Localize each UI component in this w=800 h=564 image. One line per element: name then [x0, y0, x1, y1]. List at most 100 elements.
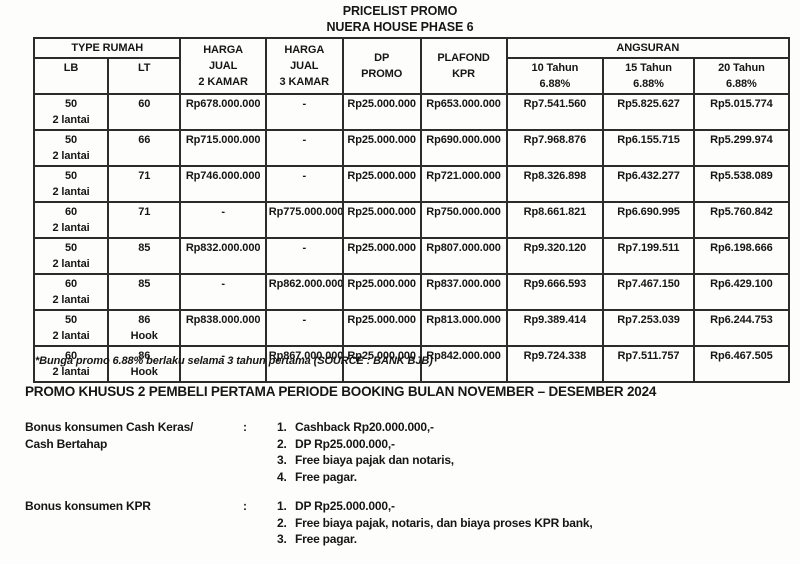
cell-angsuran-10: Rp9.389.414 [505, 309, 605, 347]
header-tenor-10: 10 Tahun 6.88% [505, 57, 605, 95]
cell-harga-2kamar: - [179, 273, 267, 311]
cell-dp-promo: Rp25.000.000 [341, 273, 422, 311]
cell-harga-3kamar: Rp867.000.000 [264, 345, 344, 383]
cell-harga-3kamar: Rp775.000.000 [264, 201, 344, 239]
header-angsuran: ANGSURAN [505, 37, 791, 59]
bonus-section-cash: Bonus konsumen Cash Keras/ Cash Bertahap… [25, 419, 454, 485]
header-dp-promo: DP PROMO [341, 37, 422, 95]
table-row: 60 2 lantai 85 - Rp862.000.000 Rp25.000.0… [33, 273, 791, 311]
cell-angsuran-15: Rp6.155.715 [602, 129, 695, 167]
bonus-section-kpr: Bonus konsumen KPR : 1. DP Rp25.000.000,-… [25, 498, 593, 548]
title-line-2: NUERA HOUSE PHASE 6 [326, 20, 474, 34]
cell-angsuran-10: Rp9.666.593 [505, 273, 605, 311]
cell-angsuran-20: Rp5.299.974 [692, 129, 791, 167]
cell-lb: 50 2 lantai [33, 93, 109, 131]
header-harga-jual-2kamar: HARGA JUAL 2 KAMAR [179, 37, 267, 95]
cell-lb: 50 2 lantai [33, 237, 109, 275]
bonus-item: 3. Free biaya pajak dan notaris, [277, 453, 454, 467]
bonus-item: 1. Cashback Rp20.000.000,- [277, 420, 434, 434]
cell-harga-2kamar: Rp838.000.000 [179, 309, 267, 347]
cell-lt: 66 [106, 129, 182, 167]
cell-harga-2kamar: Rp678.000.000 [179, 93, 267, 131]
table-row: 50 2 lantai 86 Hook Rp838.000.000 - Rp25.0… [33, 309, 791, 347]
table-row: 50 2 lantai 85 Rp832.000.000 - Rp25.000.0… [33, 237, 791, 275]
cell-dp-promo: Rp25.000.000 [341, 165, 422, 203]
table-row: 50 2 lantai 66 Rp715.000.000 - Rp25.000.0… [33, 129, 791, 167]
header-plafond-kpr: PLAFOND KPR [419, 37, 508, 95]
bonus-colon: : [243, 420, 247, 434]
bonus-item-list: 1. Cashback Rp20.000.000,- 2. DP Rp25.000.… [277, 419, 454, 485]
document-title: PRICELIST PROMO NUERA HOUSE PHASE 6 [0, 3, 800, 35]
cell-lb: 60 2 lantai [33, 345, 109, 383]
cell-angsuran-15: Rp6.690.995 [602, 201, 695, 239]
title-line-1: PRICELIST PROMO [342, 4, 458, 18]
promo-heading: PROMO KHUSUS 2 PEMBELI PERTAMA PERIODE B… [25, 384, 657, 399]
table-footnote: *Bunga promo 6.88% berlaku selama 3 tahu… [35, 355, 433, 367]
cell-angsuran-10: Rp7.541.560 [505, 93, 605, 131]
cell-dp-promo: Rp25.000.000 [341, 345, 422, 383]
cell-lt: 71 [106, 165, 182, 203]
cell-plafond-kpr: Rp721.000.000 [419, 165, 508, 203]
cell-plafond-kpr: Rp807.000.000 [419, 237, 508, 275]
cell-angsuran-20: Rp6.198.666 [692, 237, 791, 275]
cell-lb: 50 2 lantai [33, 129, 109, 167]
cell-harga-3kamar: - [264, 93, 344, 131]
cell-harga-3kamar: - [264, 237, 344, 275]
header-lb: LB [33, 57, 109, 95]
cell-angsuran-10: Rp8.661.821 [505, 201, 605, 239]
cell-harga-2kamar: - [179, 345, 267, 383]
cell-harga-3kamar: - [264, 309, 344, 347]
bonus-item: 3. Free pagar. [277, 532, 357, 546]
table-row: 60 2 lantai 71 - Rp775.000.000 Rp25.000.0… [33, 201, 791, 239]
bonus-item-list: 1. DP Rp25.000.000,- 2. Free biaya pajak, … [277, 498, 593, 548]
cell-dp-promo: Rp25.000.000 [341, 201, 422, 239]
cell-harga-2kamar: Rp832.000.000 [179, 237, 267, 275]
cell-angsuran-20: Rp5.015.774 [692, 93, 791, 131]
header-harga-jual-3kamar: HARGA JUAL 3 KAMAR [264, 37, 344, 95]
cell-plafond-kpr: Rp750.000.000 [419, 201, 508, 239]
cell-lt: 71 [106, 201, 182, 239]
header-row-top: TYPE RUMAH HARGA JUAL 2 KAMAR HARGA JUAL… [32, 37, 791, 95]
cell-angsuran-15: Rp6.432.277 [602, 165, 695, 203]
cell-plafond-kpr: Rp813.000.000 [419, 309, 508, 347]
bonus-label: Bonus konsumen KPR [25, 499, 151, 513]
cell-lt: 85 [106, 273, 182, 311]
cell-angsuran-15: Rp5.825.627 [602, 93, 695, 131]
cell-angsuran-10: Rp9.724.338 [505, 345, 605, 383]
cell-angsuran-15: Rp7.253.039 [602, 309, 695, 347]
cell-angsuran-15: Rp7.511.757 [602, 345, 695, 383]
cell-angsuran-20: Rp6.467.505 [692, 345, 791, 383]
cell-plafond-kpr: Rp842.000.000 [419, 345, 508, 383]
cell-dp-promo: Rp25.000.000 [341, 237, 422, 275]
cell-plafond-kpr: Rp653.000.000 [419, 93, 508, 131]
header-row-sub: LB LT 10 Tahun 6.88% 15 Tahun 6.88% 20 T… [33, 57, 791, 95]
cell-lt: 86 Hook [106, 345, 182, 383]
cell-angsuran-20: Rp5.760.842 [692, 201, 791, 239]
cell-plafond-kpr: Rp837.000.000 [419, 273, 508, 311]
cell-harga-2kamar: Rp715.000.000 [179, 129, 267, 167]
cell-angsuran-15: Rp7.467.150 [602, 273, 695, 311]
bonus-item: 4. Free pagar. [277, 469, 357, 484]
cell-angsuran-15: Rp7.199.511 [602, 237, 695, 275]
cell-lb: 50 2 lantai [33, 165, 109, 203]
bonus-item: 1. DP Rp25.000.000,- [277, 499, 395, 513]
cell-lb: 60 2 lantai [33, 273, 109, 311]
table-row: 60 2 lantai 86 Hook - Rp867.000.000 Rp25.0… [33, 345, 791, 383]
cell-plafond-kpr: Rp690.000.000 [419, 129, 508, 167]
cell-lt: 60 [106, 93, 182, 131]
pricelist-table: TYPE RUMAH HARGA JUAL 2 KAMAR HARGA JUAL… [32, 37, 791, 383]
header-tenor-20: 20 Tahun 6.88% [692, 57, 791, 95]
cell-harga-2kamar: Rp746.000.000 [179, 165, 267, 203]
header-lt: LT [106, 57, 182, 95]
cell-lb: 50 2 lantai [33, 309, 109, 347]
bonus-item: 2. DP Rp25.000.000,- [277, 436, 395, 451]
cell-harga-3kamar: Rp862.000.000 [264, 273, 344, 311]
bonus-label: Bonus konsumen Cash Keras/ Cash Bertahap [25, 420, 194, 451]
bonus-colon: : [243, 499, 247, 513]
cell-lt: 86 Hook [106, 309, 182, 347]
cell-harga-3kamar: - [264, 165, 344, 203]
cell-harga-2kamar: - [179, 201, 267, 239]
table-row: 50 2 lantai 71 Rp746.000.000 - Rp25.000.0… [33, 165, 791, 203]
cell-angsuran-10: Rp7.968.876 [505, 129, 605, 167]
